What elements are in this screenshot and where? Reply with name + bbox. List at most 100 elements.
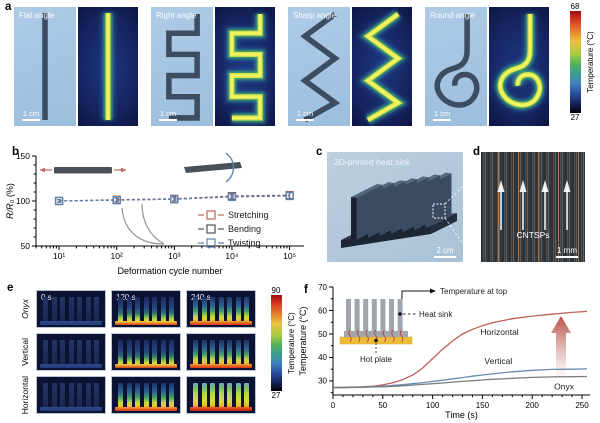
fin xyxy=(85,340,91,365)
sink-fin xyxy=(380,299,386,331)
svg-text:50: 50 xyxy=(378,401,387,410)
fin xyxy=(126,297,132,322)
scale-bar-line xyxy=(433,119,451,121)
printed-trace xyxy=(434,14,480,108)
panel-label-e: e xyxy=(7,282,14,294)
svg-text:10¹: 10¹ xyxy=(53,251,65,261)
fin xyxy=(135,383,140,408)
thermal-cell-horizontal-0 xyxy=(36,376,106,414)
fin xyxy=(193,297,198,322)
plate-probe-dot xyxy=(374,338,378,343)
legend-label-stretching: Stretching xyxy=(228,210,269,220)
sharp-trace-photo xyxy=(300,11,341,123)
thermal-cell-onyx-0: 0 s xyxy=(36,290,106,328)
fin xyxy=(85,297,91,322)
round-trace-thermal xyxy=(493,14,547,112)
row-label-onyx: Onyx xyxy=(19,299,30,319)
sink-fin xyxy=(354,299,360,331)
sample-title: Flat angle xyxy=(19,11,55,20)
fins xyxy=(187,340,255,365)
row-label-vertical: Vertical xyxy=(19,338,30,366)
fin xyxy=(201,297,207,322)
scale-bar-line xyxy=(556,255,578,258)
scale-bar-1mm: 1 mm xyxy=(556,245,578,258)
fin xyxy=(160,383,166,408)
fin xyxy=(210,383,215,408)
up-arrow-head xyxy=(519,180,527,192)
fin xyxy=(77,383,82,408)
curve-label-horizontal: Horizontal xyxy=(480,327,518,337)
thermal-cell-vertical-1 xyxy=(111,333,181,371)
fins xyxy=(37,340,105,365)
fin xyxy=(43,383,48,408)
right-trace-photo xyxy=(166,14,200,121)
svg-text:150: 150 xyxy=(476,401,490,410)
fins xyxy=(187,297,255,322)
resistance-chart: 50 100 150 10¹ 10² 10³ 10⁴ 10⁵ Deformation cycle… xyxy=(5,151,304,276)
heating-trend-arrow xyxy=(551,316,571,376)
marker-twisting xyxy=(54,196,64,206)
sample-pair-right: Right angle 1 cm xyxy=(151,7,275,126)
fin xyxy=(60,383,65,408)
photo-right: Right angle 1 cm xyxy=(151,7,213,126)
thermal-cell-horizontal-1 xyxy=(111,376,181,414)
fin xyxy=(235,340,241,365)
right-trace-thermal xyxy=(225,14,267,125)
heat-squiggle xyxy=(399,329,404,343)
scale-bar-2cm: 2 cm xyxy=(434,246,456,258)
sample-pair-round: Round angle 1 cm xyxy=(425,7,549,126)
fins xyxy=(112,297,180,322)
fin xyxy=(94,297,99,322)
baseplate xyxy=(115,364,177,368)
round-trace-photo xyxy=(434,14,480,108)
fin-front xyxy=(351,197,357,240)
svg-text:50: 50 xyxy=(21,241,31,251)
scale-bar-text: 1 cm xyxy=(433,109,451,118)
fin xyxy=(118,297,123,322)
up-arrow-head xyxy=(563,180,571,192)
zoom-leader-bottom xyxy=(444,217,463,245)
colorbar-min: 27 xyxy=(271,391,281,400)
sample-pair-flat: Flat angle 1 cm xyxy=(14,7,138,126)
marker-twisting xyxy=(170,195,179,204)
photo-round: Round angle 1 cm xyxy=(425,7,487,126)
sink-fin xyxy=(371,299,377,331)
photo-sharp: Sharp angle 1 cm xyxy=(288,7,350,126)
fin xyxy=(169,383,174,408)
scale-bar-line xyxy=(296,119,314,121)
colorbar-gradient xyxy=(569,11,581,113)
stretch-icon xyxy=(54,167,112,174)
scale-bar-line xyxy=(22,119,40,121)
baseplate xyxy=(40,364,102,368)
sample-title: Sharp angle xyxy=(293,11,337,20)
flat-trace-photo xyxy=(42,13,48,120)
svg-text:100: 100 xyxy=(426,401,440,410)
curve-label-vertical: Vertical xyxy=(484,356,512,366)
fin-top xyxy=(351,184,383,198)
row-label-horizontal: Horizontal xyxy=(19,375,30,415)
flat-trace-thermal xyxy=(101,13,115,120)
heat-squiggle xyxy=(365,329,369,343)
bend-icon xyxy=(184,152,242,183)
thermal-image-flat xyxy=(78,7,138,126)
tick-labels: 50 100 150 10¹ 10² 10³ 10⁴ 10⁵ xyxy=(16,151,296,261)
svg-text:10⁵: 10⁵ xyxy=(283,251,296,261)
fin xyxy=(201,383,207,408)
fin xyxy=(60,340,65,365)
sample-title: Right angle xyxy=(156,11,197,20)
fin xyxy=(193,340,198,365)
fin xyxy=(94,383,99,408)
fin xyxy=(235,383,241,408)
y-axis-label: R/R₀ (%) xyxy=(5,183,15,219)
fin xyxy=(143,340,149,365)
fin xyxy=(152,383,157,408)
fin xyxy=(43,297,48,322)
marker-twisting xyxy=(227,192,237,202)
fin xyxy=(235,297,241,322)
fin xyxy=(118,383,123,408)
fin xyxy=(227,340,232,365)
scale-bar-text: 1 mm xyxy=(557,245,577,255)
zoom-region-box xyxy=(432,203,446,219)
fin xyxy=(51,340,57,365)
x-axis-label: Time (s) xyxy=(445,410,478,420)
